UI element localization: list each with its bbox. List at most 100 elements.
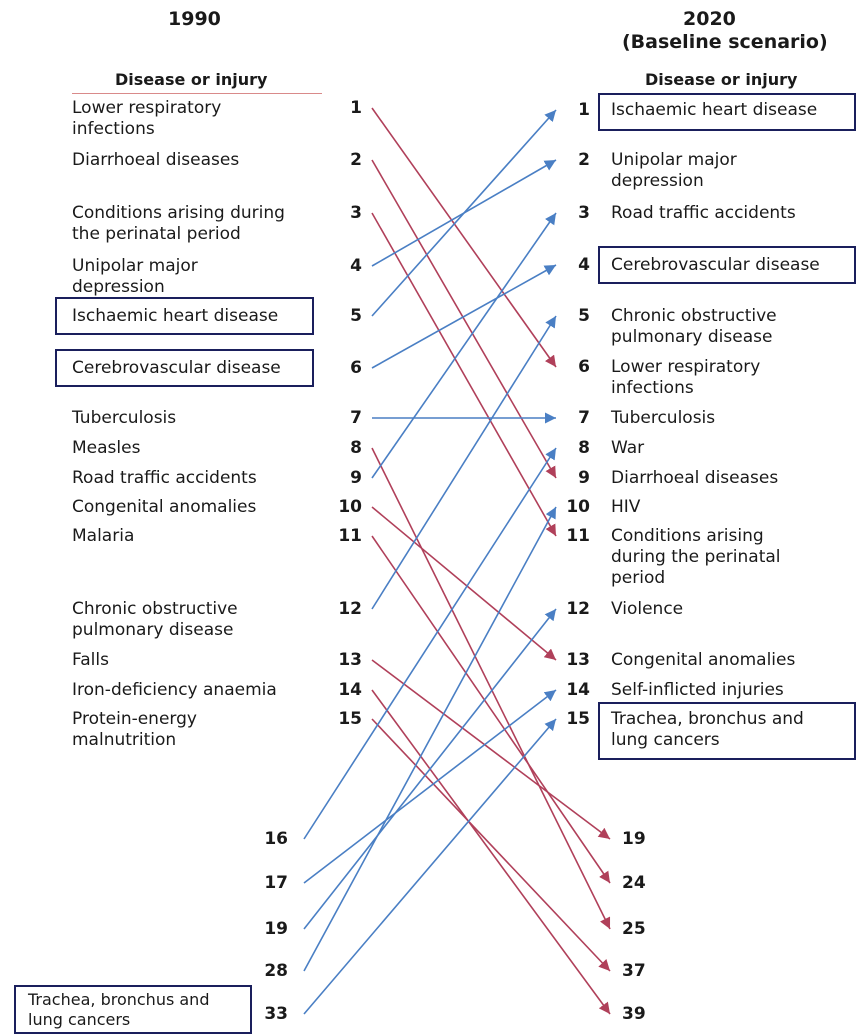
right-rank-number: 8	[578, 438, 590, 458]
right-rank-number: 4	[578, 255, 590, 275]
right-scenario-subtitle: (Baseline scenario)	[622, 31, 828, 53]
rank-fall-arrow-1-to-6	[371, 107, 557, 368]
rank-rise-arrow-6-to-4	[371, 264, 557, 369]
rank-fall-arrow-8-to-25	[371, 447, 611, 930]
left-disease-label: Unipolar major depression	[72, 256, 198, 297]
right-disease-label: Trachea, bronchus and lung cancers	[611, 709, 804, 750]
rank-fall-arrow-3-to-11	[371, 212, 557, 537]
right-disease-label: HIV	[611, 497, 641, 517]
rank-fall-arrow-13-to-19	[371, 659, 611, 840]
left-rank-number: 10	[338, 497, 362, 517]
left-rank-number: 5	[350, 306, 362, 326]
left-rank-number: 13	[338, 650, 362, 670]
right-rank-number: 7	[578, 408, 590, 428]
left-highlight-box	[55, 349, 314, 387]
right-rank-number: 11	[566, 526, 590, 546]
left-rank-number: 12	[338, 599, 362, 619]
rank-rise-arrow-5-to-1	[371, 109, 557, 317]
right-disease-label: Road traffic accidents	[611, 203, 796, 223]
right-disease-label: Ischaemic heart disease	[611, 100, 818, 120]
rank-rise-arrow-16-to-8	[303, 447, 557, 840]
left-lower-rank-number: 16	[264, 829, 288, 849]
left-rank-number: 8	[350, 438, 362, 458]
left-rank-number: 9	[350, 468, 362, 488]
right-disease-label: Unipolar major depression	[611, 150, 737, 191]
right-disease-label: Cerebrovascular disease	[611, 255, 820, 275]
left-disease-label: Conditions arising during the perinatal p…	[72, 203, 285, 244]
left-rank-number: 7	[350, 408, 362, 428]
right-lower-rank-number: 39	[622, 1004, 646, 1024]
left-rank-number: 15	[338, 709, 362, 729]
left-disease-label: Lower respiratory infections	[72, 98, 222, 139]
rank-rise-arrow-28-to-10	[303, 506, 557, 972]
right-disease-label: War	[611, 438, 645, 458]
left-rank-number: 3	[350, 203, 362, 223]
left-disease-label: Congenital anomalies	[72, 497, 257, 517]
left-disease-label: Tuberculosis	[72, 408, 177, 428]
left-disease-label: Malaria	[72, 526, 135, 546]
right-rank-number: 15	[566, 709, 590, 729]
right-lower-rank-number: 25	[622, 919, 646, 939]
right-year: 2020	[683, 8, 736, 30]
right-disease-label: Self-inflicted injuries	[611, 680, 784, 700]
left-disease-label: Diarrhoeal diseases	[72, 150, 240, 170]
rank-fall-arrow-15-to-37	[371, 718, 611, 972]
rank-rise-arrow-9-to-3	[371, 212, 557, 479]
right-rank-number: 9	[578, 468, 590, 488]
left-disease-label: Ischaemic heart disease	[72, 306, 279, 326]
rank-rise-arrow-17-to-14	[303, 689, 557, 884]
right-disease-label: Chronic obstructive pulmonary disease	[611, 306, 777, 347]
right-rank-number: 13	[566, 650, 590, 670]
left-rank-number: 2	[350, 150, 362, 170]
right-rank-number: 3	[578, 203, 590, 223]
right-disease-label: Violence	[611, 599, 684, 619]
rank-rise-arrow-12-to-5	[371, 315, 557, 610]
rank-fall-arrow-2-to-9	[371, 159, 557, 479]
header-rule	[72, 93, 322, 94]
rank-fall-arrow-14-to-39	[371, 689, 611, 1015]
left-column-header: Disease or injury	[115, 70, 268, 89]
right-highlight-box	[598, 702, 856, 760]
left-disease-label: Road traffic accidents	[72, 468, 257, 488]
rank-fall-arrow-11-to-24	[371, 535, 611, 884]
left-lower-disease-label: Trachea, bronchus and lung cancers	[28, 990, 210, 1029]
right-rank-number: 10	[566, 497, 590, 517]
left-disease-label: Cerebrovascular disease	[72, 358, 281, 378]
right-disease-label: Congenital anomalies	[611, 650, 796, 670]
right-lower-rank-number: 37	[622, 961, 646, 981]
right-highlight-box	[598, 246, 856, 284]
right-column-header: Disease or injury	[645, 70, 798, 89]
left-rank-number: 14	[338, 680, 362, 700]
left-lower-rank-number: 17	[264, 873, 288, 893]
left-lower-rank-number: 33	[264, 1004, 288, 1024]
right-disease-label: Tuberculosis	[611, 408, 716, 428]
right-rank-number: 12	[566, 599, 590, 619]
right-rank-number: 14	[566, 680, 590, 700]
left-disease-label: Protein-energy malnutrition	[72, 709, 197, 750]
left-disease-label: Iron-deficiency anaemia	[72, 680, 277, 700]
rank-rise-arrow-19-to-12	[303, 608, 557, 930]
right-disease-label: Conditions arising during the perinatal pe…	[611, 526, 781, 588]
left-disease-label: Measles	[72, 438, 141, 458]
left-rank-number: 11	[338, 526, 362, 546]
left-highlight-box	[55, 297, 314, 335]
right-disease-label: Diarrhoeal diseases	[611, 468, 779, 488]
left-year: 1990	[168, 8, 221, 30]
left-rank-number: 6	[350, 358, 362, 378]
rank-fall-arrow-10-to-13	[371, 506, 557, 661]
left-rank-number: 1	[350, 98, 362, 118]
left-highlight-box	[14, 985, 252, 1034]
left-disease-label: Chronic obstructive pulmonary disease	[72, 599, 238, 640]
right-highlight-box	[598, 93, 856, 131]
right-rank-number: 2	[578, 150, 590, 170]
right-lower-rank-number: 24	[622, 873, 646, 893]
right-rank-number: 5	[578, 306, 590, 326]
right-disease-label: Lower respiratory infections	[611, 357, 761, 398]
rank-rise-arrow-33-to-15	[303, 718, 557, 1015]
right-rank-number: 6	[578, 357, 590, 377]
left-rank-number: 4	[350, 256, 362, 276]
left-lower-rank-number: 28	[264, 961, 288, 981]
right-lower-rank-number: 19	[622, 829, 646, 849]
left-disease-label: Falls	[72, 650, 109, 670]
